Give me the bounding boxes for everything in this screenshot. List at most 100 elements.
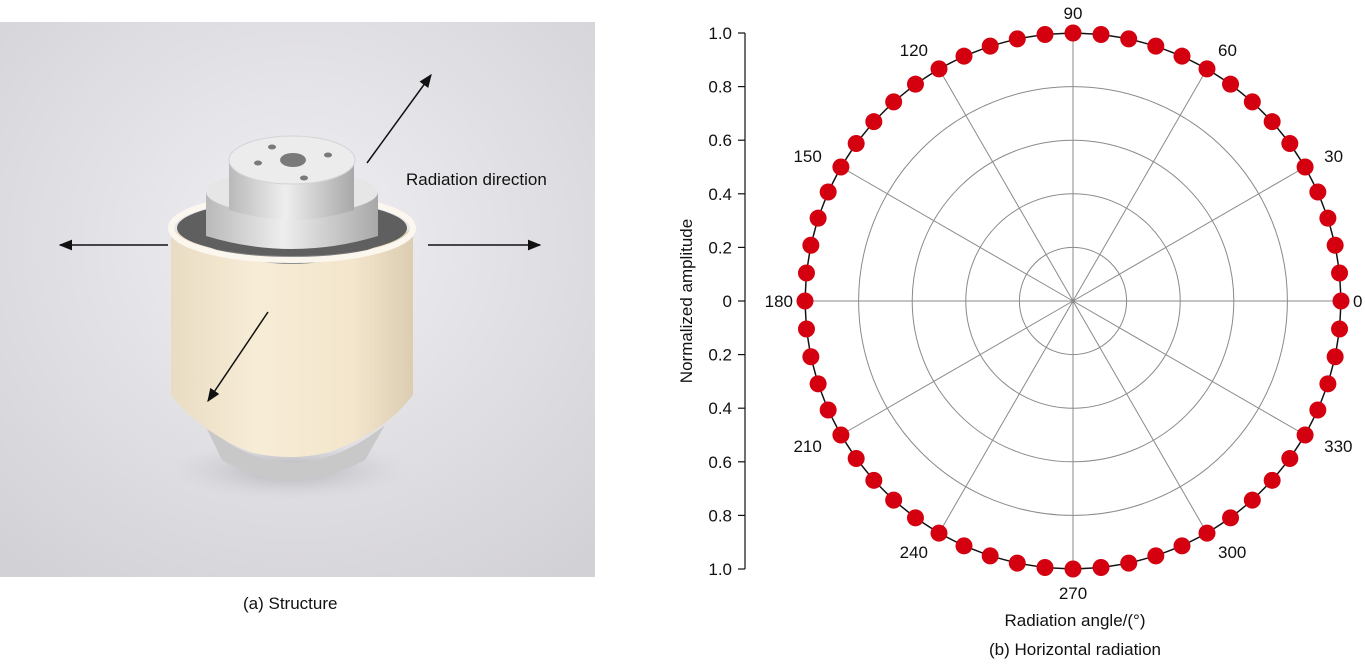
- data-point: [1263, 471, 1281, 489]
- data-point: [1120, 30, 1138, 48]
- data-point: [1281, 450, 1299, 468]
- arrow-up-right: [366, 73, 432, 164]
- radial-axis: 1.0 0.8 0.6 0.4 0.2 0 0.2 0.4 0.6 0.8 1.0: [708, 24, 746, 579]
- bolt-hole: [300, 175, 308, 181]
- panel-a-caption: (a) Structure: [243, 594, 338, 613]
- angle-tick-label: 150: [793, 147, 821, 166]
- data-point: [955, 47, 973, 65]
- bolt-hole: [324, 152, 332, 158]
- data-point: [809, 375, 827, 393]
- data-point: [819, 183, 837, 201]
- data-point: [955, 537, 973, 555]
- data-point: [865, 471, 883, 489]
- radial-tick-label: 0.2: [708, 346, 732, 365]
- data-point: [809, 209, 827, 227]
- data-point: [1092, 25, 1110, 43]
- radial-tick-label: 1.0: [708, 560, 732, 579]
- data-point: [930, 60, 948, 78]
- radial-tick-label: 0.4: [708, 399, 732, 418]
- data-point: [885, 93, 903, 111]
- radial-tick-label: 0.8: [708, 78, 732, 97]
- data-point: [832, 426, 850, 444]
- data-point: [802, 348, 820, 366]
- data-point: [885, 491, 903, 509]
- data-point: [1243, 491, 1261, 509]
- data-point: [832, 158, 850, 176]
- data-point: [1008, 554, 1026, 572]
- x-axis-label: Radiation angle/(°): [1005, 611, 1146, 630]
- grid-spoke: [1072, 300, 1306, 436]
- data-point: [802, 236, 820, 254]
- polar-chart: 1.0 0.8 0.6 0.4 0.2 0 0.2 0.4 0.6 0.8 1.0 0 30 60 90 1…: [677, 4, 1363, 659]
- bolt-hole: [254, 160, 262, 166]
- data-point: [1064, 560, 1082, 578]
- data-point: [930, 524, 948, 542]
- angle-tick-label: 330: [1324, 437, 1352, 456]
- grid-spoke: [1072, 68, 1208, 302]
- center-hole: [280, 153, 306, 167]
- radial-tick-label: 0.6: [708, 131, 732, 150]
- angle-tick-label: 60: [1218, 41, 1237, 60]
- y-axis-label: Normalized amplitude: [677, 219, 696, 383]
- data-point: [1331, 320, 1349, 338]
- data-point: [1198, 524, 1216, 542]
- data-point: [981, 37, 999, 55]
- data-point: [1222, 75, 1240, 93]
- angle-tick-label: 180: [765, 292, 793, 311]
- grid-spoke: [938, 68, 1074, 302]
- data-point: [819, 401, 837, 419]
- data-point: [1319, 375, 1337, 393]
- radial-tick-label: 0.8: [708, 506, 732, 525]
- data-point: [796, 292, 814, 310]
- grid-spoke: [840, 166, 1074, 302]
- data-point: [1281, 134, 1299, 152]
- data-point: [1120, 554, 1138, 572]
- data-point: [906, 75, 924, 93]
- data-point: [847, 450, 865, 468]
- angle-tick-label: 270: [1059, 584, 1087, 603]
- ceramic-shell: [171, 228, 413, 457]
- grid-spoke: [1072, 166, 1306, 302]
- data-point: [797, 320, 815, 338]
- device-base: [205, 425, 385, 480]
- data-point: [847, 134, 865, 152]
- grid-spoke: [840, 300, 1074, 436]
- data-point: [1064, 24, 1082, 42]
- radial-tick-label: 0.2: [708, 238, 732, 257]
- data-series: [796, 24, 1350, 578]
- panel-b-caption: (b) Horizontal radiation: [989, 640, 1161, 659]
- data-point: [1263, 113, 1281, 131]
- data-point: [1332, 292, 1350, 310]
- angle-tick-label: 300: [1218, 543, 1246, 562]
- data-point: [1092, 559, 1110, 577]
- angle-tick-label: 90: [1064, 4, 1083, 23]
- data-point: [797, 264, 815, 282]
- data-point: [1296, 426, 1314, 444]
- arrow-down-left: [207, 311, 269, 403]
- data-point: [1198, 60, 1216, 78]
- angle-tick-label: 120: [900, 41, 928, 60]
- radial-tick-label: 1.0: [708, 24, 732, 43]
- data-point: [1173, 537, 1191, 555]
- data-point: [1309, 183, 1327, 201]
- data-point: [1147, 37, 1165, 55]
- bolt-hole: [268, 144, 276, 150]
- data-point: [1309, 401, 1327, 419]
- grid-spoke: [938, 300, 1074, 534]
- data-point: [1326, 348, 1344, 366]
- angle-tick-labels: 0 30 60 90 120 150 180 210 240 270 300 330: [765, 4, 1363, 603]
- data-point: [981, 547, 999, 565]
- angle-tick-label: 0: [1353, 292, 1362, 311]
- data-point: [1222, 509, 1240, 527]
- grid-spoke: [1072, 300, 1208, 534]
- data-point: [906, 509, 924, 527]
- data-point: [1331, 264, 1349, 282]
- data-point: [865, 113, 883, 131]
- radial-tick-label: 0: [723, 292, 732, 311]
- data-point: [1147, 547, 1165, 565]
- data-point: [1319, 209, 1337, 227]
- data-point: [1326, 236, 1344, 254]
- structure-illustration: Radiation direction: [0, 22, 595, 577]
- data-point: [1036, 559, 1054, 577]
- radial-tick-label: 0.6: [708, 453, 732, 472]
